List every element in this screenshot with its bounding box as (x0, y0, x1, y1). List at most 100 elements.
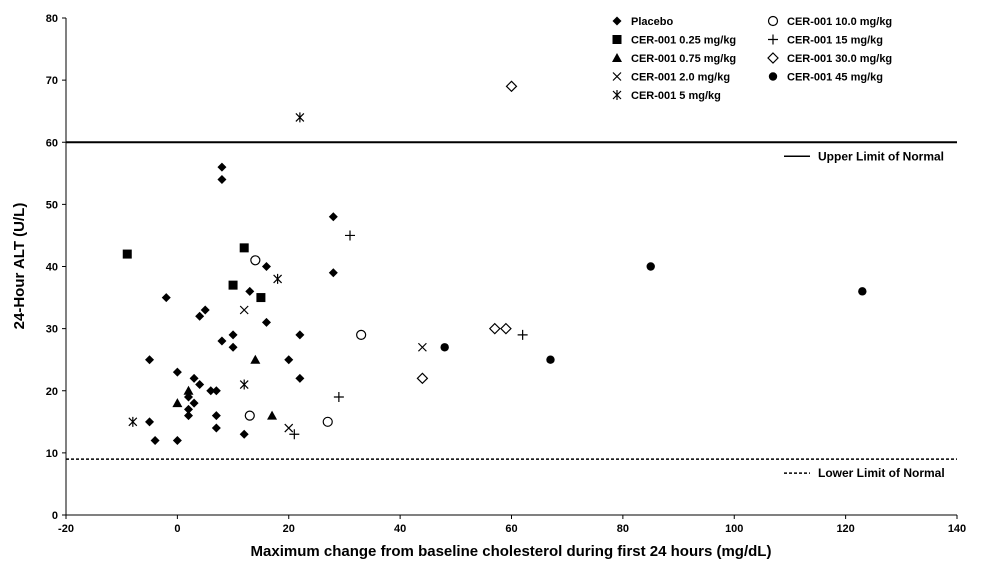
data-point (145, 417, 155, 427)
data-point (217, 336, 227, 346)
x-tick-label: 0 (174, 523, 180, 535)
data-point (646, 262, 655, 271)
data-point (356, 329, 367, 340)
data-point (161, 293, 171, 303)
data-point (328, 268, 338, 278)
data-point (417, 342, 427, 352)
data-point (184, 411, 194, 421)
x-tick-label: 20 (283, 523, 295, 535)
legend-label: CER-001 0.75 mg/kg (631, 53, 736, 65)
data-point (858, 287, 867, 296)
legend-label: CER-001 15 mg/kg (787, 35, 883, 47)
data-point (195, 380, 205, 390)
legend-label: CER-001 10.0 mg/kg (787, 16, 892, 28)
legend-marker (768, 34, 778, 45)
reference-line-label: Lower Limit of Normal (818, 466, 945, 480)
data-point (183, 385, 194, 395)
data-point (440, 343, 449, 352)
data-point (500, 322, 512, 335)
data-point (211, 411, 221, 421)
data-point (239, 305, 249, 315)
y-axis-title: 24-Hour ALT (U/L) (11, 203, 28, 330)
data-point (488, 322, 501, 335)
legend: Placebo CER-001 0.25 mg/kg CER-001 0.75 mg… (612, 15, 892, 102)
data-point (284, 355, 294, 365)
data-point (517, 329, 528, 340)
x-tick-label: 80 (617, 523, 629, 535)
data-points (122, 80, 867, 445)
data-point (245, 286, 255, 296)
data-point (289, 429, 300, 440)
data-point (217, 175, 227, 185)
y-tick-label: 60 (46, 137, 58, 149)
data-point (200, 305, 210, 315)
data-point (172, 435, 182, 445)
data-point (184, 404, 194, 414)
data-point (189, 398, 199, 408)
data-point (145, 355, 155, 365)
legend-label: CER-001 2.0 mg/kg (631, 72, 730, 84)
data-point (172, 367, 182, 377)
legend-label: CER-001 0.25 mg/kg (631, 35, 736, 47)
legend-marker (612, 72, 622, 81)
data-point (150, 435, 160, 445)
legend-label: CER-001 5 mg/kg (631, 90, 721, 102)
x-tick-label: -20 (58, 523, 74, 535)
legend-label: CER-001 30.0 mg/kg (787, 53, 892, 65)
data-point (295, 373, 305, 383)
data-point (250, 255, 261, 266)
y-tick-label: 40 (46, 262, 58, 274)
y-tick-label: 80 (46, 13, 58, 25)
data-point (206, 386, 216, 396)
data-point (505, 80, 518, 93)
x-axis-title: Maximum change from baseline cholesterol… (251, 543, 772, 560)
data-point (250, 354, 261, 364)
data-point (416, 372, 429, 385)
legend-label: CER-001 45 mg/kg (787, 72, 883, 84)
legend-marker (612, 90, 622, 100)
data-point (546, 355, 555, 364)
y-tick-label: 70 (46, 75, 58, 87)
data-point (122, 249, 132, 259)
y-tick-label: 10 (46, 448, 58, 460)
data-point (267, 410, 278, 420)
data-point (328, 212, 338, 222)
data-point (295, 112, 305, 123)
data-point (239, 243, 249, 253)
data-point (239, 379, 249, 390)
data-point (239, 429, 249, 439)
data-point (189, 373, 199, 383)
data-point (228, 330, 238, 340)
data-point (322, 416, 333, 427)
data-point (261, 317, 271, 327)
data-point (333, 391, 344, 402)
axes (65, 18, 957, 516)
data-point (295, 330, 305, 340)
x-tick-label: 60 (505, 523, 517, 535)
data-point (217, 162, 227, 172)
data-point (284, 423, 294, 433)
y-tick-label: 0 (52, 510, 58, 522)
data-point (345, 230, 356, 241)
data-point (211, 423, 221, 433)
data-point (128, 416, 138, 427)
x-tick-label: 120 (836, 523, 854, 535)
data-point (261, 262, 271, 271)
legend-marker (767, 52, 779, 64)
legend-marker (612, 53, 622, 62)
data-point (228, 280, 238, 290)
legend-marker (612, 35, 622, 44)
reference-lines: Upper Limit of Normal Lower Limit of Norm… (66, 141, 957, 480)
y-tick-label: 20 (46, 386, 58, 398)
x-tick-label: 100 (725, 523, 743, 535)
data-point (228, 342, 238, 352)
data-point (273, 273, 283, 284)
legend-marker (767, 15, 779, 27)
x-tick-label: 140 (948, 523, 966, 535)
data-point (256, 293, 266, 303)
data-point (172, 398, 183, 408)
legend-marker (612, 16, 622, 26)
data-point (211, 386, 221, 396)
